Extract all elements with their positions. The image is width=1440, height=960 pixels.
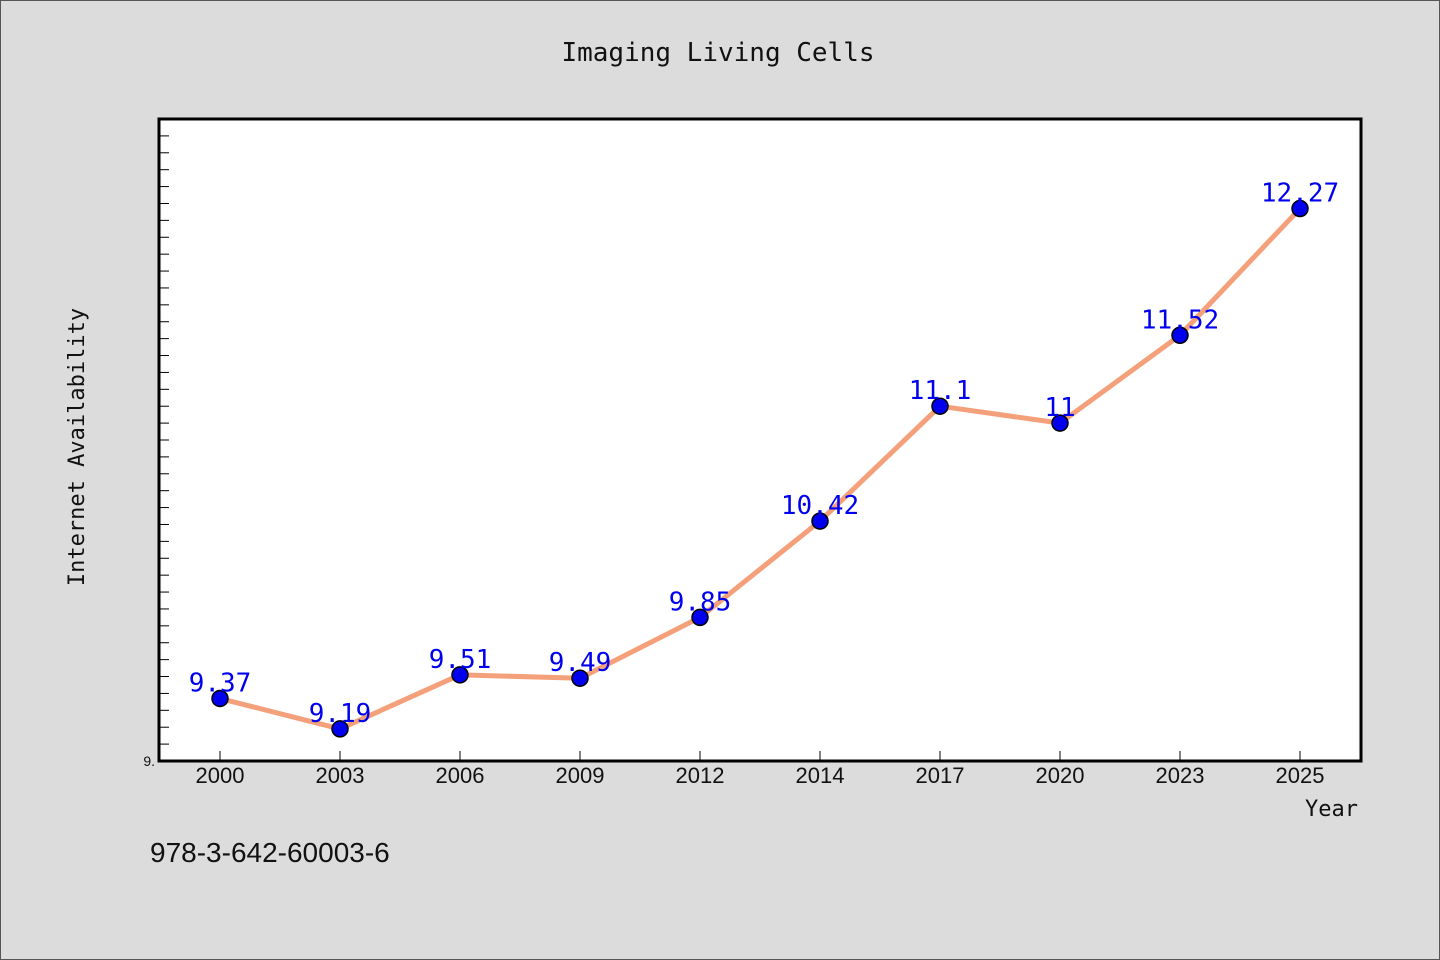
data-point — [211, 689, 229, 708]
data-label: 9.49 — [549, 648, 612, 678]
data-point — [691, 608, 709, 627]
x-tick-label: 2017 — [916, 763, 965, 788]
data-point — [571, 669, 589, 687]
series-line — [217, 206, 1303, 732]
plot-area — [157, 117, 1363, 763]
x-tick-label: 2000 — [196, 763, 245, 788]
data-point — [1051, 414, 1069, 432]
x-tick-label: 2023 — [1156, 763, 1205, 788]
y-axis-ticks — [159, 118, 175, 762]
x-tick-label: 2020 — [1036, 763, 1085, 788]
x-tick-label: 2006 — [436, 763, 485, 788]
data-label: 9.85 — [669, 587, 732, 617]
x-tick-label: 2009 — [556, 763, 605, 788]
data-label: 11.1 — [909, 376, 972, 406]
data-labels: 9.37 9.19 9.51 9.49 9.85 10.42 11.1 11 11.52 12.2… — [189, 179, 1339, 729]
data-label: 11 — [1044, 393, 1075, 423]
x-tick-label: 2012 — [676, 763, 725, 788]
chart-title: Imaging Living Cells — [561, 38, 874, 68]
data-point — [1171, 326, 1189, 345]
data-point — [931, 397, 949, 415]
x-tick-label: 2003 — [316, 763, 365, 788]
data-point — [451, 666, 469, 684]
x-axis-label: Year — [1305, 797, 1358, 822]
x-axis-ticks: 2000 2003 2006 2009 2012 2014 2017 2020 2023 2025 — [196, 751, 1325, 788]
data-label: 11.52 — [1141, 305, 1219, 335]
data-label: 9.19 — [309, 699, 372, 729]
data-point — [1291, 199, 1309, 218]
x-tick-label: 2025 — [1276, 763, 1325, 788]
y-axis-label: Internet Availability — [65, 308, 90, 586]
data-label: 10.42 — [781, 491, 859, 521]
isbn-text: 978-3-642-60003-6 — [150, 837, 390, 868]
data-point — [331, 720, 349, 738]
data-label: 9.37 — [189, 668, 252, 698]
data-label: 12.27 — [1261, 179, 1339, 209]
data-label: 9.51 — [429, 645, 492, 675]
x-tick-label: 2014 — [796, 763, 845, 788]
data-point — [811, 512, 829, 530]
y-tick-label: 9. — [143, 753, 155, 769]
data-points — [211, 199, 1309, 738]
